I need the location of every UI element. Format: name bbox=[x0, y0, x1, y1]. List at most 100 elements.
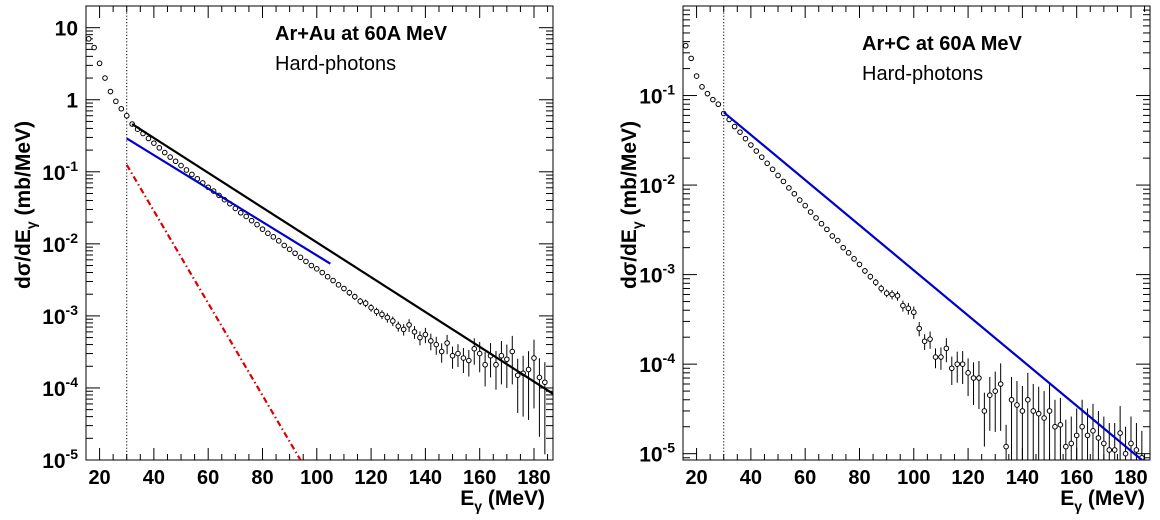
data-point bbox=[1003, 443, 1009, 450]
data-point bbox=[764, 160, 770, 167]
x-tick-label: 100 bbox=[897, 467, 930, 489]
data-point bbox=[753, 148, 760, 154]
data-point bbox=[894, 292, 901, 299]
x-tick-label: 140 bbox=[409, 467, 442, 489]
data-point bbox=[715, 101, 722, 108]
data-point bbox=[683, 42, 689, 49]
data-point bbox=[921, 338, 928, 345]
data-point bbox=[1041, 415, 1047, 421]
data-point bbox=[422, 331, 429, 338]
data-point bbox=[889, 291, 895, 298]
data-point bbox=[1090, 428, 1096, 434]
data-point bbox=[943, 345, 950, 352]
data-point bbox=[758, 154, 765, 160]
data-point bbox=[976, 375, 982, 381]
data-point bbox=[167, 154, 173, 160]
data-point bbox=[997, 381, 1004, 387]
y-tick-label: 10-2 bbox=[42, 230, 78, 257]
data-point bbox=[927, 336, 933, 342]
data-point bbox=[406, 322, 412, 328]
data-point bbox=[476, 350, 483, 357]
chart-panel-ar-c: 20 40 60 80 100 120 140 160 180 10-1 10-2 10-3 10-4 1… bbox=[618, 5, 1151, 514]
data-point bbox=[460, 355, 467, 361]
data-point bbox=[845, 250, 852, 256]
y-tick-label: 10-4 bbox=[42, 374, 78, 401]
data-point bbox=[341, 285, 347, 292]
chart-panel-ar-au: 20 40 60 80 100 120 140 160 180 10 1 10-1 10-2 10-3 10… bbox=[12, 5, 554, 514]
fit-line-dashdot bbox=[125, 164, 302, 460]
data-point bbox=[498, 352, 505, 359]
x-tick-label: 120 bbox=[354, 467, 387, 489]
data-point bbox=[878, 285, 885, 292]
data-point bbox=[748, 142, 754, 148]
y-tick-label: 10 bbox=[55, 18, 78, 41]
data-point bbox=[319, 269, 326, 276]
data-point bbox=[737, 129, 743, 135]
data-point bbox=[531, 355, 537, 361]
data-point bbox=[145, 135, 152, 142]
data-point bbox=[704, 90, 711, 97]
data-point bbox=[161, 149, 168, 156]
data-point bbox=[1101, 440, 1107, 447]
plot-area bbox=[86, 36, 553, 460]
data-point bbox=[156, 145, 163, 151]
data-point bbox=[275, 238, 282, 244]
data-point bbox=[362, 300, 369, 307]
data-point bbox=[1122, 450, 1129, 457]
data-point bbox=[313, 266, 320, 272]
y-tick-label: 1 bbox=[66, 90, 78, 113]
plot-frame bbox=[682, 5, 1151, 461]
plot-subtitle: Hard-photons bbox=[862, 63, 983, 85]
data-point bbox=[346, 289, 353, 296]
data-point bbox=[883, 290, 890, 296]
plot-title: Ar+C at 60A MeV bbox=[862, 33, 1023, 55]
data-point bbox=[118, 105, 125, 112]
data-point bbox=[786, 185, 792, 191]
data-point bbox=[102, 75, 108, 81]
x-axis-title: Eγ (MeV) bbox=[1060, 487, 1145, 514]
data-point bbox=[1046, 408, 1053, 414]
y-tick-label: 10-5 bbox=[639, 440, 675, 467]
data-point bbox=[1019, 408, 1026, 414]
data-point bbox=[509, 348, 516, 355]
data-point bbox=[417, 334, 423, 341]
data-point bbox=[243, 213, 249, 220]
data-point bbox=[742, 135, 749, 142]
data-point bbox=[1111, 447, 1118, 453]
data-point bbox=[1084, 432, 1091, 439]
data-point bbox=[900, 302, 906, 309]
data-point bbox=[948, 365, 955, 372]
data-point bbox=[504, 356, 510, 363]
data-point bbox=[493, 361, 499, 368]
data-point bbox=[189, 171, 195, 178]
data-point bbox=[818, 220, 825, 227]
data-point bbox=[270, 234, 277, 240]
data-point bbox=[992, 388, 999, 394]
x-tick-label: 120 bbox=[951, 467, 984, 489]
data-point bbox=[351, 293, 358, 300]
data-point bbox=[840, 244, 846, 251]
data-point bbox=[1117, 430, 1123, 436]
data-point bbox=[688, 55, 694, 62]
data-point bbox=[254, 221, 260, 228]
data-point bbox=[91, 44, 97, 51]
x-tick-label: 20 bbox=[88, 467, 110, 489]
data-point bbox=[471, 345, 478, 352]
data-point bbox=[455, 350, 461, 357]
data-point bbox=[1068, 440, 1075, 447]
x-tick-label: 140 bbox=[1006, 467, 1039, 489]
y-tick-label: 10-2 bbox=[639, 171, 675, 198]
plot-area bbox=[683, 42, 1145, 460]
y-tick-label: 10-4 bbox=[639, 350, 675, 377]
y-tick-label: 10-3 bbox=[639, 261, 675, 288]
data-point bbox=[834, 237, 841, 244]
data-point bbox=[1008, 396, 1015, 403]
data-point bbox=[1025, 396, 1031, 403]
data-point bbox=[987, 392, 993, 398]
data-point bbox=[1073, 432, 1080, 439]
data-point bbox=[438, 348, 445, 355]
data-point bbox=[411, 329, 418, 335]
data-point bbox=[1106, 447, 1113, 453]
y-tick-label: 10-5 bbox=[42, 446, 78, 473]
data-point bbox=[390, 318, 396, 324]
